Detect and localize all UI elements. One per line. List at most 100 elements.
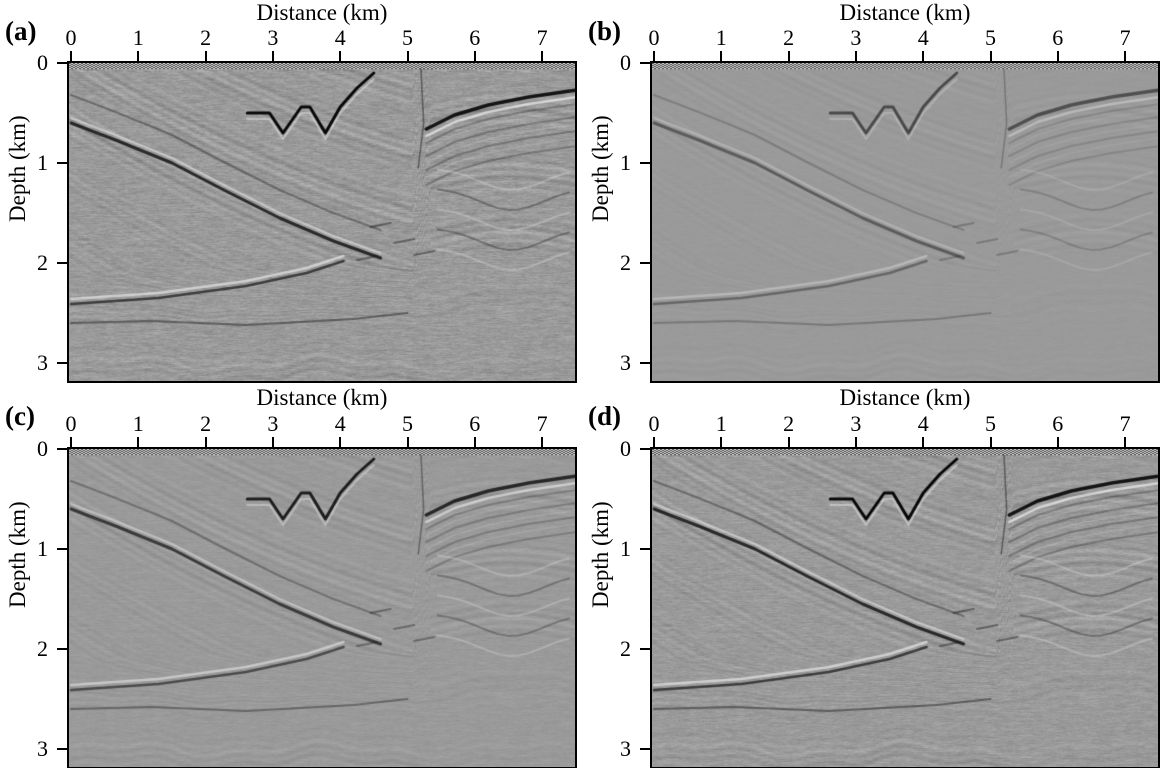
x-tick-mark <box>787 51 790 61</box>
x-tick-mark <box>70 51 72 61</box>
x-tick-label: 7 <box>536 411 548 436</box>
x-tick-mark <box>1124 51 1127 61</box>
y-tick-label: 2 <box>37 636 48 661</box>
x-tick-mark <box>204 437 207 447</box>
panel-label: (c) <box>5 401 35 431</box>
x-tick-label: 3 <box>267 25 279 50</box>
seismic-image <box>67 447 577 768</box>
x-tick-label: 1 <box>715 25 727 50</box>
x-tick-label: 4 <box>334 411 346 436</box>
x-tick-mark <box>854 437 857 447</box>
panel-label: (a) <box>5 16 37 46</box>
y-tick-mark <box>57 362 67 364</box>
y-tick-mark <box>640 648 650 650</box>
x-tick-label: 7 <box>536 25 548 50</box>
x-tick-label: 1 <box>715 411 727 436</box>
x-tick-mark <box>1056 437 1059 447</box>
x-tick-mark <box>720 437 723 447</box>
x-tick-label: 4 <box>334 25 346 50</box>
x-tick-mark <box>204 51 207 61</box>
y-tick-mark <box>57 62 67 64</box>
x-tick-mark <box>653 51 655 61</box>
x-tick-label: 0 <box>65 25 77 50</box>
y-tick-mark <box>640 548 650 550</box>
x-tick-label: 2 <box>200 411 212 436</box>
x-tick-mark <box>541 437 544 447</box>
y-tick-mark <box>57 262 67 264</box>
x-axis-title: Distance (km) <box>839 385 971 410</box>
panel-label: (b) <box>588 16 621 46</box>
y-tick-label: 2 <box>620 636 631 661</box>
x-tick-mark <box>271 437 274 447</box>
x-tick-mark <box>720 51 723 61</box>
y-tick-mark <box>640 162 650 164</box>
y-tick-mark <box>640 748 650 750</box>
x-tick-mark <box>406 437 409 447</box>
x-axis-title: Distance (km) <box>256 0 388 25</box>
x-tick-mark <box>1124 437 1127 447</box>
x-tick-label: 5 <box>402 25 413 50</box>
y-tick-mark <box>57 748 67 750</box>
x-tick-mark <box>137 437 140 447</box>
y-tick-label: 0 <box>37 50 48 75</box>
x-tick-mark <box>339 437 342 447</box>
x-tick-label: 5 <box>985 411 996 436</box>
x-axis-title: Distance (km) <box>256 385 388 410</box>
y-tick-label: 3 <box>620 736 631 761</box>
x-tick-label: 1 <box>132 411 144 436</box>
x-tick-mark <box>137 51 140 61</box>
y-tick-mark <box>57 648 67 650</box>
seismic-image <box>650 447 1160 768</box>
y-tick-label: 3 <box>37 736 48 761</box>
y-tick-label: 2 <box>37 250 48 275</box>
x-tick-mark <box>787 437 790 447</box>
x-tick-label: 5 <box>985 25 996 50</box>
y-tick-mark <box>57 162 67 164</box>
x-tick-mark <box>70 437 72 447</box>
x-tick-mark <box>922 51 925 61</box>
y-tick-mark <box>640 448 650 450</box>
y-tick-mark <box>640 262 650 264</box>
x-tick-label: 2 <box>783 411 795 436</box>
y-tick-label: 1 <box>620 536 631 561</box>
x-tick-label: 0 <box>65 411 77 436</box>
x-tick-mark <box>406 51 409 61</box>
x-tick-label: 4 <box>917 25 929 50</box>
x-tick-mark <box>271 51 274 61</box>
x-tick-label: 3 <box>850 411 862 436</box>
y-tick-label: 0 <box>37 436 48 461</box>
y-tick-label: 1 <box>620 150 631 175</box>
x-tick-label: 1 <box>132 25 144 50</box>
x-tick-mark <box>541 51 544 61</box>
x-tick-label: 5 <box>402 411 413 436</box>
x-tick-mark <box>922 437 925 447</box>
y-tick-mark <box>640 362 650 364</box>
y-tick-mark <box>640 62 650 64</box>
seismic-image <box>67 61 577 383</box>
y-tick-label: 3 <box>620 350 631 375</box>
y-tick-label: 0 <box>620 50 631 75</box>
x-tick-label: 6 <box>469 411 481 436</box>
x-tick-label: 6 <box>469 25 481 50</box>
x-tick-label: 6 <box>1052 411 1064 436</box>
x-tick-label: 2 <box>200 25 212 50</box>
x-tick-label: 3 <box>267 411 279 436</box>
seismic-image <box>650 61 1160 383</box>
y-tick-mark <box>57 448 67 450</box>
x-tick-label: 2 <box>783 25 795 50</box>
x-tick-mark <box>653 437 655 447</box>
x-tick-label: 3 <box>850 25 862 50</box>
y-tick-mark <box>57 548 67 550</box>
y-tick-label: 0 <box>620 436 631 461</box>
x-tick-label: 0 <box>648 411 660 436</box>
x-tick-label: 6 <box>1052 25 1064 50</box>
x-tick-mark <box>989 437 992 447</box>
x-tick-mark <box>473 437 476 447</box>
x-tick-label: 4 <box>917 411 929 436</box>
x-tick-mark <box>1056 51 1059 61</box>
